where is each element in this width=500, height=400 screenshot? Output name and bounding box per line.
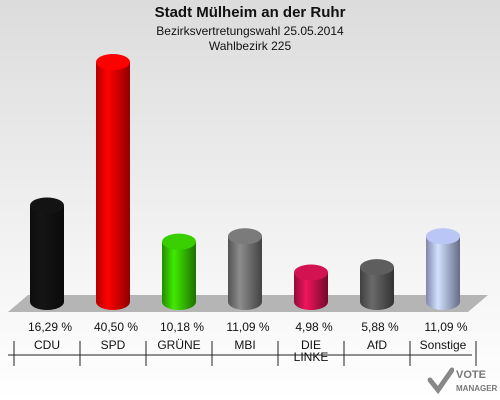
value-label-sonstige: 11,09 %: [424, 320, 467, 334]
chart-title: Stadt Mülheim an der Ruhr: [154, 4, 346, 21]
bar-top-cdu: [30, 197, 64, 214]
category-label-cdu: CDU: [34, 338, 60, 352]
value-label-cdu: 16,29 %: [28, 320, 72, 334]
value-label-spd: 40,50 %: [94, 320, 138, 334]
bar-top-mbi: [228, 228, 262, 245]
bar-die-linke: [294, 272, 328, 310]
category-label-spd: SPD: [101, 338, 126, 352]
chart-subtitle: Bezirksvertretungswahl 25.05.2014: [156, 24, 344, 38]
category-label-die-linke-2: LINKE: [294, 350, 329, 364]
logo-text-line-1: VOTE: [456, 369, 486, 381]
value-label-afd: 5,88 %: [361, 320, 399, 334]
bar-cdu: [30, 205, 64, 310]
bar-afd: [360, 267, 394, 310]
bar-top-sonstige: [426, 228, 460, 245]
logo-text-line-2: MANAGER: [456, 384, 498, 393]
category-label-die-linke-1: DIE: [301, 338, 321, 352]
bar-sonstige: [426, 236, 460, 310]
category-label-sonstige: Sonstige: [420, 338, 467, 352]
bar-spd: [96, 62, 130, 310]
logo-mark-icon: [427, 367, 455, 395]
category-label-afd: AfD: [367, 338, 387, 352]
bar-top-die-linke: [294, 264, 328, 281]
bar-mbi: [228, 236, 262, 310]
category-label-gr-ne: GRÜNE: [157, 338, 200, 352]
value-label-die-linke: 4,98 %: [295, 320, 333, 334]
bar-top-gr-ne: [162, 233, 196, 250]
bar-gr-ne: [162, 241, 196, 310]
bar-top-afd: [360, 259, 394, 276]
value-label-gr-ne: 10,18 %: [160, 320, 204, 334]
category-label-mbi: MBI: [234, 338, 255, 352]
value-label-mbi: 11,09 %: [226, 320, 269, 334]
chart-subtitle-2: Wahlbezirk 225: [208, 39, 292, 53]
votemanager-logo: VOTE MANAGER: [426, 366, 498, 398]
bar-top-spd: [96, 54, 130, 70]
